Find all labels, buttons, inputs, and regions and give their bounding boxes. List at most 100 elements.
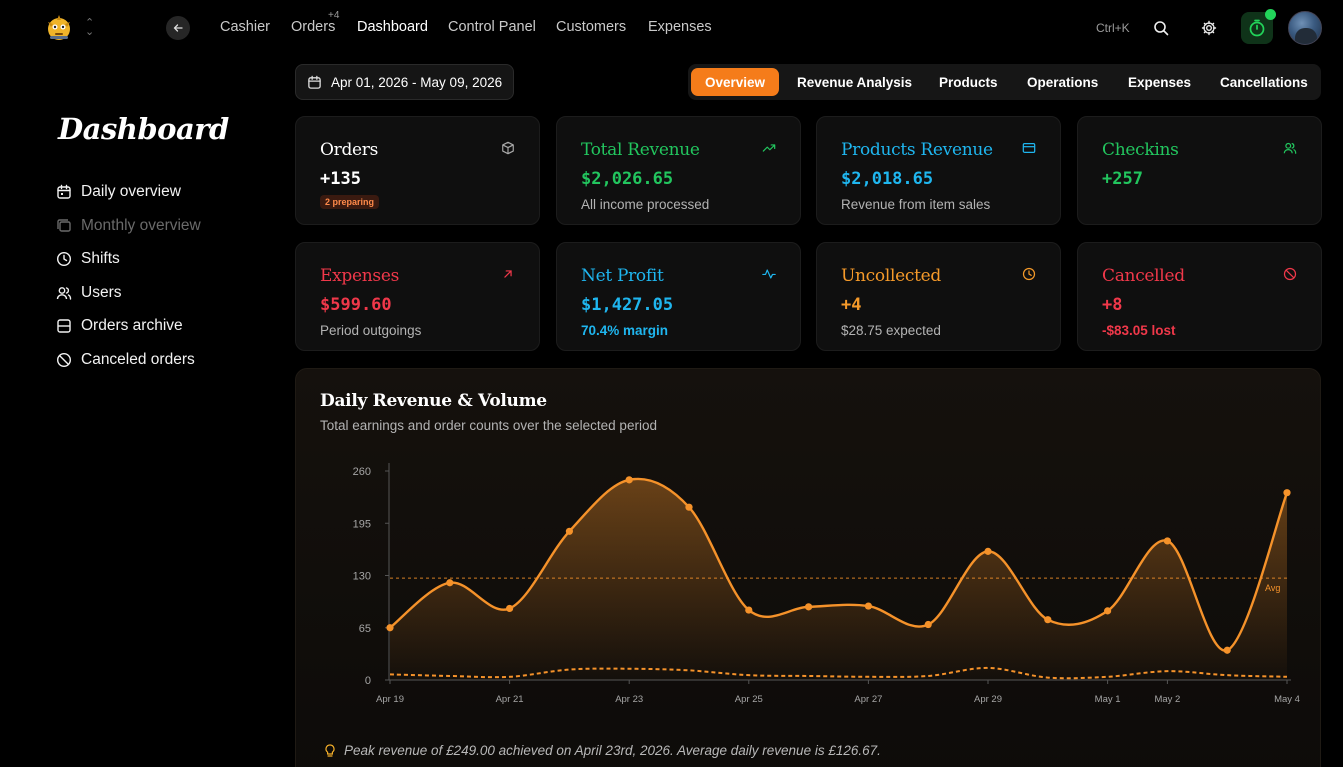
revenue-point[interactable] [745,606,753,614]
card-cancelled[interactable]: Cancelled +8 -$83.05 lost [1077,242,1322,351]
arrow-left-icon [173,24,183,32]
nav-dashboard[interactable]: Dashboard [357,19,428,35]
sidebar-item-label: Canceled orders [81,351,195,368]
revenue-point[interactable] [984,547,992,555]
top-navbar: ⌃ ⌄ Cashier Orders +4 Dashboard Control P… [0,0,1343,56]
revenue-point[interactable] [565,527,573,535]
revenue-point[interactable] [1104,607,1112,615]
card-net-profit[interactable]: Net Profit $1,427.05 70.4% margin [556,242,801,351]
preparing-badge: 2 preparing [320,195,380,209]
tab-expenses[interactable]: Expenses [1128,74,1192,90]
revenue-point[interactable] [446,579,454,587]
settings-button[interactable] [1198,17,1220,39]
card-total-revenue[interactable]: Total Revenue $2,026.65 All income proce… [556,116,801,225]
clock-icon [56,251,72,267]
y-tick-label: 260 [353,466,371,478]
card-title: Total Revenue [581,140,700,160]
ban-icon [56,352,72,368]
tab-operations[interactable]: Operations [1027,74,1099,90]
sidebar-item-canceled-orders[interactable]: Canceled orders [56,351,195,369]
nav-customers[interactable]: Customers [556,19,627,35]
clock-icon [1022,267,1036,281]
y-tick-label: 0 [365,675,371,687]
revenue-point[interactable] [1163,537,1171,545]
card-products-revenue[interactable]: Products Revenue $2,018.65 Revenue from … [816,116,1061,225]
card-title: Net Profit [581,266,664,286]
card-value: +4 [841,295,862,315]
x-tick-label: May 2 [1154,694,1180,705]
card-title: Orders [320,140,379,160]
sidebar-item-label: Monthly overview [81,217,201,234]
card-title: Cancelled [1102,266,1185,286]
revenue-area [390,478,1287,680]
y-tick-label: 65 [359,623,371,635]
card-icon [1022,143,1036,153]
arrow-up-right-icon [504,270,512,278]
date-range-picker[interactable]: Apr 01, 2026 - May 09, 2026 [295,64,514,100]
chart-subtitle: Total earnings and order counts over the… [320,418,657,433]
revenue-volume-chart[interactable]: 0 65 130 195 260 Apr 19 Apr 21 Apr 23 Apr 25 Apr … [296,369,1322,729]
revenue-chart-panel: Daily Revenue & Volume Total earnings an… [295,368,1321,767]
card-value: +8 [1102,295,1123,315]
chart-title: Daily Revenue & Volume [320,391,547,411]
shift-timer-button[interactable] [1241,12,1273,44]
revenue-point[interactable] [924,620,932,629]
back-button[interactable] [166,16,190,40]
nav-orders[interactable]: Orders [291,19,336,35]
tab-cancellations[interactable]: Cancellations [1220,74,1308,90]
search-icon [1154,21,1169,36]
sidebar-item-monthly-overview: Monthly overview [56,217,201,235]
nav-cashier[interactable]: Cashier [220,19,270,35]
search-shortcut-hint: Ctrl+K [1096,21,1130,35]
tab-products[interactable]: Products [939,74,998,90]
chart-insight: Peak revenue of £249.00 achieved on Apri… [324,743,881,758]
card-uncollected[interactable]: Uncollected +4 $28.75 expected [816,242,1061,351]
card-title: Expenses [320,266,399,286]
x-tick-label: Apr 19 [376,694,404,705]
revenue-point[interactable] [1044,616,1052,624]
workspace-switch-chevron-icon[interactable]: ⌃ ⌄ [85,17,95,38]
sidebar-item-label: Shifts [81,250,120,267]
card-value: +135 [320,169,361,189]
order-volume-line [389,666,1288,680]
tab-revenue-analysis[interactable]: Revenue Analysis [797,74,913,90]
sidebar-item-shifts[interactable]: Shifts [56,250,120,268]
revenue-point[interactable] [625,476,633,484]
revenue-point[interactable] [1283,489,1291,497]
card-value: +257 [1102,169,1143,189]
stopwatch-icon [1249,19,1265,37]
user-avatar[interactable] [1288,11,1322,45]
activity-icon [762,269,776,279]
card-subtitle: All income processed [581,197,710,212]
revenue-point[interactable] [1223,646,1231,654]
card-orders[interactable]: Orders +135 2 preparing [295,116,540,225]
gear-icon [1201,20,1217,36]
search-button[interactable] [1150,17,1172,39]
date-range-label: Apr 01, 2026 - May 09, 2026 [331,74,503,90]
card-checkins[interactable]: Checkins +257 [1077,116,1322,225]
card-subtitle: -$83.05 lost [1102,323,1176,338]
revenue-point[interactable] [805,603,813,611]
nav-control-panel[interactable]: Control Panel [448,19,536,35]
card-expenses[interactable]: Expenses $599.60 Period outgoings [295,242,540,351]
revenue-point[interactable] [685,503,693,511]
sidebar-item-users[interactable]: Users [56,284,121,302]
sidebar-item-orders-archive[interactable]: Orders archive [56,317,183,335]
card-title: Products Revenue [841,140,993,160]
app-logo-icon[interactable] [44,14,74,42]
x-tick-label: Apr 29 [974,694,1002,705]
card-subtitle: Revenue from item sales [841,197,991,212]
revenue-point[interactable] [506,604,514,613]
revenue-point[interactable] [386,624,394,632]
card-value: $599.60 [320,295,392,315]
nav-expenses[interactable]: Expenses [648,19,712,35]
x-tick-label: Apr 23 [615,694,643,705]
tab-overview[interactable]: Overview [691,68,780,96]
average-label: Avg [1265,583,1280,593]
revenue-point[interactable] [864,602,873,610]
sidebar-item-label: Orders archive [81,317,183,334]
sidebar-item-daily-overview[interactable]: Daily overview [56,183,181,201]
active-status-dot [1265,9,1276,20]
card-subtitle: Period outgoings [320,323,422,338]
lightbulb-icon [325,743,335,757]
